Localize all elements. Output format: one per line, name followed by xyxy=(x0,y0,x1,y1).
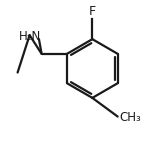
Text: F: F xyxy=(89,5,96,18)
Text: H₂N: H₂N xyxy=(19,30,41,43)
Text: CH₃: CH₃ xyxy=(119,111,141,124)
